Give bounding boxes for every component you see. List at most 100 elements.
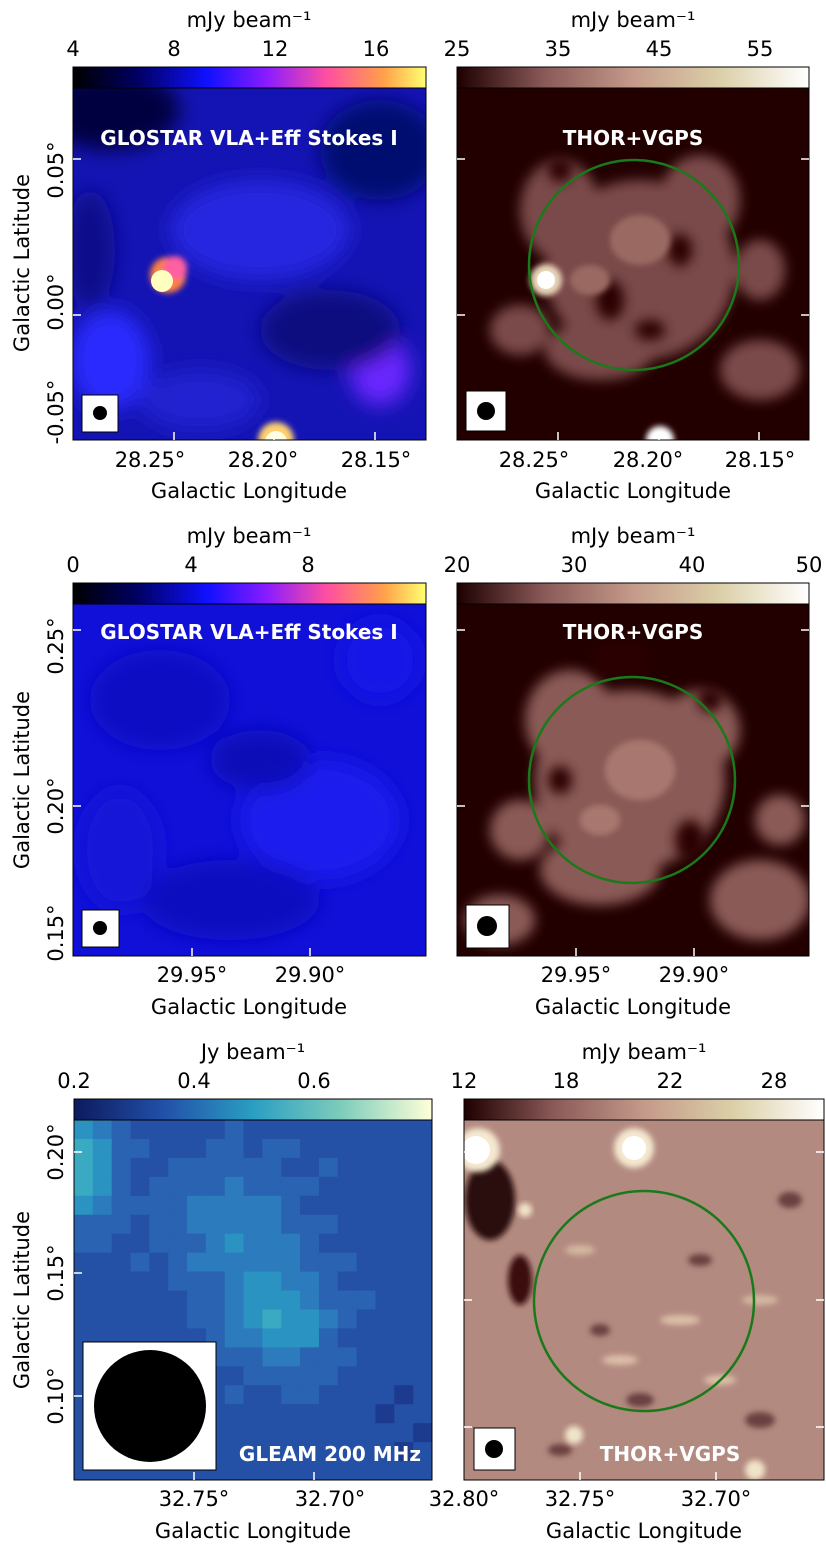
beam-inset	[465, 390, 507, 432]
panel-title: THOR+VGPS	[563, 620, 704, 644]
map-pixel	[318, 1328, 339, 1348]
map-pixel	[281, 1195, 301, 1216]
map-pixel	[205, 1214, 226, 1235]
map-pixel	[205, 1120, 226, 1140]
map-pixel	[375, 1309, 395, 1330]
map-pixel	[356, 1271, 377, 1292]
beam-inset	[81, 394, 119, 433]
map-pixel	[300, 1195, 320, 1216]
map-pixel	[130, 1214, 150, 1235]
map-pixel	[168, 1195, 188, 1216]
map-pixel	[205, 1233, 226, 1254]
map-pixel	[243, 1138, 264, 1159]
colorbar-tick: 12	[262, 37, 289, 61]
map-pixel	[394, 1385, 414, 1405]
map-pixel	[318, 1461, 339, 1480]
map-pixel	[413, 1290, 432, 1311]
map-pixel	[337, 1195, 358, 1216]
map-pixel	[300, 1252, 320, 1273]
map-pixel	[300, 1157, 320, 1178]
map-pixel	[149, 1176, 169, 1197]
map-pixel	[243, 1214, 264, 1235]
map-pixel	[243, 1328, 264, 1348]
map-pixel	[300, 1385, 320, 1405]
map-pixel	[111, 1120, 132, 1140]
x-tick: 28.20°	[228, 448, 299, 472]
map-pixel	[149, 1271, 169, 1292]
map-pixel	[375, 1442, 395, 1462]
map-pixel	[413, 1423, 432, 1443]
panel-row2-right: mJy beam⁻¹ 20 30 40 50	[444, 524, 823, 1019]
colorbar-label: mJy beam⁻¹	[187, 8, 312, 32]
colorbar-ticks: 4 8 12 16	[66, 37, 389, 61]
x-axis-label: Galactic Longitude	[151, 995, 347, 1019]
map-pixel	[224, 1347, 245, 1367]
colorbar-tick: 0.2	[57, 1069, 90, 1093]
map-pixel	[281, 1461, 301, 1480]
map-pixel	[168, 1157, 188, 1178]
colorbar-ticks: 20 30 40 50	[444, 553, 823, 577]
map-pixel	[337, 1157, 358, 1178]
colorbar-tick: 22	[657, 1069, 684, 1093]
map-pixel	[394, 1195, 414, 1216]
map-pixel	[300, 1214, 320, 1235]
map-pixel	[413, 1461, 432, 1480]
map-pixel	[337, 1309, 358, 1330]
map-pixel	[224, 1442, 245, 1462]
map-pixel	[281, 1347, 301, 1367]
axis-ticks	[73, 629, 311, 956]
map-pixel	[149, 1290, 169, 1311]
map-pixel	[149, 1120, 169, 1140]
colorbar-tick: 35	[545, 37, 572, 61]
map-pixel	[394, 1328, 414, 1348]
map-pixel	[281, 1214, 301, 1235]
map-pixel	[130, 1138, 150, 1159]
colorbar-label: mJy beam⁻¹	[571, 8, 696, 32]
map-pixel	[74, 1176, 94, 1197]
x-axis-label: Galactic Longitude	[155, 1519, 351, 1543]
colorbar-tick: 25	[444, 37, 471, 61]
panel-row1-right: mJy beam⁻¹ 25 35 45 55	[444, 8, 810, 503]
map-pixel	[394, 1290, 414, 1311]
map-pixel	[394, 1157, 414, 1178]
colorbar-tick: 40	[679, 553, 706, 577]
map-pixel	[300, 1138, 320, 1159]
map-pixel	[111, 1214, 132, 1235]
map-pixel	[92, 1233, 113, 1254]
map-pixel	[356, 1233, 377, 1254]
map-pixel	[318, 1385, 339, 1405]
panel-title: THOR+VGPS	[600, 1442, 741, 1466]
map-pixel	[413, 1195, 432, 1216]
map-pixel	[92, 1290, 113, 1311]
map-pixel	[243, 1157, 264, 1178]
colorbar	[73, 1098, 433, 1121]
map-pixel	[356, 1309, 377, 1330]
map-pixel	[281, 1290, 301, 1311]
x-tick: 32.75°	[545, 1487, 616, 1511]
map-pixel	[337, 1252, 358, 1273]
map-pixel	[262, 1442, 282, 1462]
panel-row3-right: mJy beam⁻¹ 12 18 22 28	[451, 1040, 825, 1543]
map-pixel	[300, 1309, 320, 1330]
map-pixel	[224, 1233, 245, 1254]
map-pixel	[92, 1309, 113, 1330]
map-pixel	[300, 1233, 320, 1254]
map-pixel	[187, 1252, 207, 1273]
map-pixel	[300, 1404, 320, 1424]
map-pixel	[337, 1214, 358, 1235]
axis-ticks	[464, 1151, 824, 1480]
map-pixel	[224, 1176, 245, 1197]
x-tick: 28.15°	[341, 448, 412, 472]
map-pixel	[318, 1442, 339, 1462]
map-pixel	[130, 1233, 150, 1254]
map-pixel	[394, 1404, 414, 1424]
map-pixel	[375, 1252, 395, 1273]
map-pixel	[356, 1252, 377, 1273]
map-pixel	[262, 1385, 282, 1405]
map-pixel	[356, 1157, 377, 1178]
map-pixel	[413, 1328, 432, 1348]
colorbar-tick: 16	[363, 37, 390, 61]
map-pixel	[187, 1120, 207, 1140]
panel-title: THOR+VGPS	[563, 126, 704, 150]
map-pixel	[168, 1214, 188, 1235]
